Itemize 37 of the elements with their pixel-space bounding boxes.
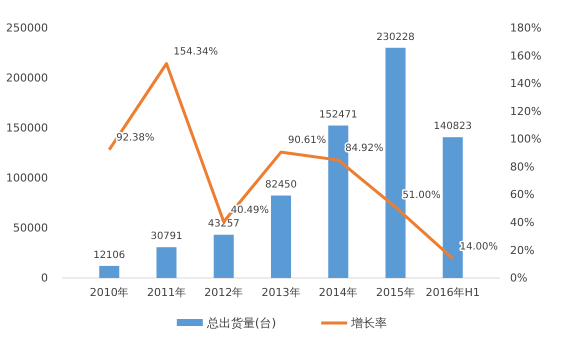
data-label: 154.34% bbox=[173, 46, 218, 58]
x-tick-label: 2015年 bbox=[376, 286, 416, 299]
x-tick-label: 2012年 bbox=[204, 286, 244, 299]
legend-label: 增长率 bbox=[350, 316, 388, 330]
y-tick-label: 100000 bbox=[6, 172, 48, 185]
data-label: 12106 bbox=[93, 250, 126, 261]
x-tick-label: 2010年 bbox=[90, 286, 129, 299]
data-label: 140823 bbox=[434, 121, 472, 132]
legend-label: 总出货量(台) bbox=[206, 316, 276, 330]
y2-tick-label: 80% bbox=[510, 160, 534, 174]
y2-tick-label: 140% bbox=[510, 77, 542, 90]
x-tick-label: 2016年H1 bbox=[426, 286, 480, 299]
bar bbox=[270, 196, 292, 278]
y2-tick-label: 40% bbox=[510, 216, 534, 229]
y2-tick-label: 160% bbox=[510, 49, 542, 62]
bar bbox=[99, 266, 120, 278]
y-tick-label: 0 bbox=[41, 272, 48, 285]
data-label: 230228 bbox=[376, 32, 415, 43]
y2-tick-label: 20% bbox=[510, 244, 534, 257]
bar bbox=[156, 247, 177, 278]
y2-tick-label: 120% bbox=[510, 104, 542, 118]
data-label: 30791 bbox=[150, 231, 182, 242]
y-tick-label: 250000 bbox=[6, 22, 48, 35]
bar bbox=[214, 234, 234, 278]
x-tick-label: 2014年 bbox=[318, 286, 358, 299]
data-label: 90.61% bbox=[288, 135, 326, 146]
y2-tick-label: 180% bbox=[510, 22, 542, 35]
y-tick-label: 200000 bbox=[6, 72, 48, 85]
x-tick-label: 2013年 bbox=[262, 286, 300, 299]
y-tick-label: 150000 bbox=[6, 122, 48, 135]
y-tick-label: 50000 bbox=[13, 222, 48, 235]
y2-tick-label: 60% bbox=[510, 188, 534, 202]
x-tick-label: 2011年 bbox=[146, 286, 186, 299]
data-label: 152471 bbox=[319, 110, 358, 121]
data-label: 82450 bbox=[265, 180, 297, 191]
y2-tick-label: 0% bbox=[510, 272, 528, 285]
y2-tick-label: 100% bbox=[510, 132, 542, 146]
